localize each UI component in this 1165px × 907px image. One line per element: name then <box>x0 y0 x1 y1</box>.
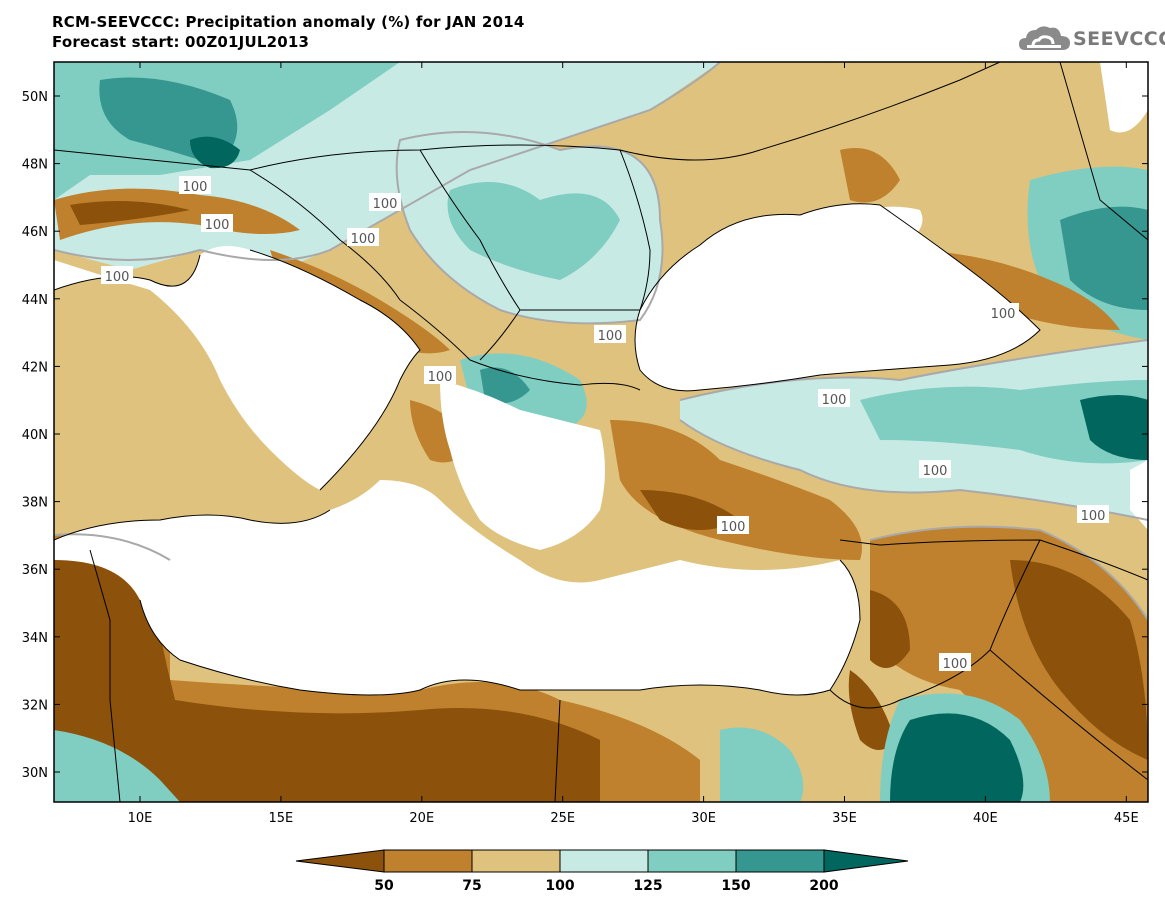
longitude-axis: 10E 15E 20E 25E 30E 35E 40E 45E <box>128 62 1139 826</box>
field-dark-teal-bulgaria <box>480 367 530 404</box>
caspian-sea-edge <box>1130 460 1148 530</box>
colorbar-label: 200 <box>809 878 838 894</box>
contour-labels: 100 100 100 100 100 100 100 100 100 100 100 100 100 <box>101 176 1109 672</box>
contour-label-bg <box>1077 505 1109 523</box>
anomaly-field <box>54 62 1148 802</box>
contour-label: 100 <box>351 232 376 247</box>
lat-label: 38N <box>22 496 48 511</box>
colorbar-swatch <box>823 849 909 873</box>
field-teal-tunisia-south <box>54 730 180 802</box>
title-line-2: Forecast start: 00Z01JUL2013 <box>52 33 310 51</box>
lat-label: 48N <box>22 158 48 173</box>
mediterranean-sea <box>54 246 860 695</box>
lon-label: 40E <box>973 811 998 826</box>
colorbar-label: 100 <box>545 878 574 894</box>
sea-of-azov <box>840 206 923 247</box>
contour-label-bg <box>424 366 456 384</box>
field-dark-teal-caspian <box>1060 206 1148 310</box>
field-dark-brown-south-turkey <box>640 490 740 530</box>
colorbar-label: 150 <box>721 878 750 894</box>
field-dark-brown-iraq <box>1010 560 1148 760</box>
contour-label-bg <box>201 214 233 232</box>
aegean-sea <box>440 380 605 550</box>
lat-label: 50N <box>22 90 48 105</box>
title-line-1: RCM-SEEVCCC: Precipitation anomaly (%) f… <box>52 13 525 31</box>
contour-label: 100 <box>943 657 968 672</box>
lat-label: 46N <box>22 225 48 240</box>
field-dark-teal-caucasus <box>1080 395 1148 460</box>
country-borders <box>54 62 1148 802</box>
contour-label: 100 <box>822 393 847 408</box>
lon-label: 30E <box>691 811 716 826</box>
colorbar-swatch <box>295 849 385 873</box>
lon-label: 35E <box>832 811 857 826</box>
chart-title: RCM-SEEVCCC: Precipitation anomaly (%) f… <box>52 12 524 52</box>
colorbar-swatch <box>471 849 561 873</box>
latitude-axis: 50N 48N 46N 44N 42N 40N 38N 36N 34N 32N 30N <box>22 90 1148 781</box>
contour-label: 100 <box>721 520 746 535</box>
field-dark-teal-alps <box>190 136 240 169</box>
lat-label: 32N <box>22 698 48 713</box>
cloud-logo-icon <box>1019 26 1070 50</box>
contour-label-bg <box>919 460 951 478</box>
contour-label: 100 <box>598 329 623 344</box>
colorbar-swatch <box>383 849 473 873</box>
colorbar-swatch <box>735 849 825 873</box>
lon-label: 25E <box>550 811 575 826</box>
contour-label-bg <box>987 303 1019 321</box>
field-teal-sinai <box>720 727 804 802</box>
contour-label-bg <box>369 193 401 211</box>
contour-lines <box>54 62 1148 621</box>
coastlines <box>54 203 1041 696</box>
field-brown-south-turkey <box>610 420 862 560</box>
lat-label: 36N <box>22 563 48 578</box>
colorbar-label: 50 <box>374 878 394 894</box>
field-dark-brown-jordan <box>848 670 895 750</box>
contour-label-bg <box>717 516 749 534</box>
logo-text: SEEVCCC <box>1073 28 1165 50</box>
contour-label: 100 <box>105 270 130 285</box>
contour-label: 100 <box>183 180 208 195</box>
lat-label: 34N <box>22 631 48 646</box>
field-dark-teal-saudi <box>890 713 1024 802</box>
contour-label: 100 <box>923 464 948 479</box>
colorbar-label: 125 <box>633 878 662 894</box>
contour-label-bg <box>939 653 971 671</box>
lon-label: 15E <box>269 811 294 826</box>
lat-label: 42N <box>22 360 48 375</box>
contour-label: 100 <box>428 370 453 385</box>
map-frame <box>53 61 1149 803</box>
contour-label: 100 <box>991 307 1016 322</box>
lon-label: 45E <box>1114 811 1139 826</box>
contour-label-bg <box>101 266 133 284</box>
contour-label-bg <box>347 228 379 246</box>
field-teal-carpathian <box>447 182 620 280</box>
colorbar: 50 75 100 125 150 200 <box>295 849 909 894</box>
contour-label: 100 <box>373 197 398 212</box>
colorbar-label: 75 <box>462 878 481 894</box>
contour-label-bg <box>179 176 211 194</box>
lat-label: 44N <box>22 293 48 308</box>
lon-label: 20E <box>409 811 434 826</box>
contour-label-bg <box>594 325 626 343</box>
field-brown-ukraine <box>840 148 900 203</box>
seevccc-logo: SEEVCCC <box>1017 20 1165 58</box>
field-teal-anatolia <box>860 380 1148 464</box>
colorbar-swatch <box>647 849 737 873</box>
black-sea <box>635 203 1040 391</box>
lat-label: 40N <box>22 428 48 443</box>
field-dark-brown-libya <box>54 549 600 802</box>
field-dark-brown-lebanon <box>870 590 910 668</box>
lon-label: 10E <box>128 811 153 826</box>
contour-label: 100 <box>205 218 230 233</box>
lat-label: 30N <box>22 766 48 781</box>
contour-label-bg <box>818 389 850 407</box>
colorbar-swatch <box>559 849 649 873</box>
missing-data-north <box>1100 62 1148 133</box>
field-dark-brown-alps <box>70 201 190 225</box>
contour-label: 100 <box>1081 509 1106 524</box>
